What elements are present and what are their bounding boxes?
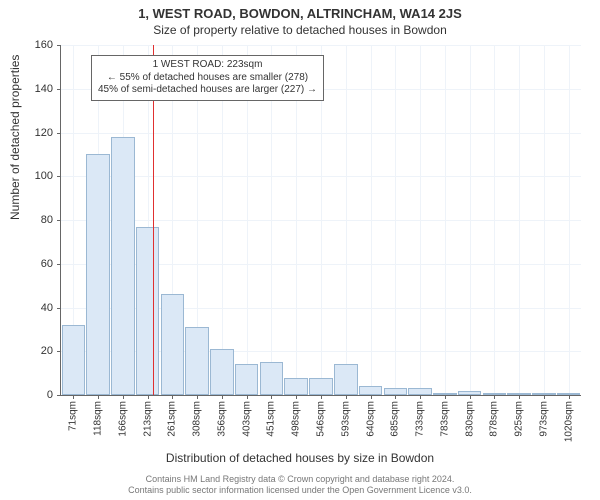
bar xyxy=(284,378,308,396)
y-tick xyxy=(57,133,61,134)
grid-line-v xyxy=(371,45,372,395)
y-tick-label: 80 xyxy=(23,214,53,226)
grid-line-v xyxy=(494,45,495,395)
y-tick xyxy=(57,264,61,265)
x-tick-label: 71sqm xyxy=(68,401,79,431)
y-tick-label: 0 xyxy=(23,389,53,401)
x-tick xyxy=(123,395,124,399)
x-tick-label: 783sqm xyxy=(439,401,450,437)
grid-line-v xyxy=(519,45,520,395)
x-tick xyxy=(197,395,198,399)
x-tick-label: 640sqm xyxy=(365,401,376,437)
y-tick-label: 60 xyxy=(23,258,53,270)
annotation-line: 1 WEST ROAD: 223sqm xyxy=(98,59,317,72)
bar xyxy=(359,386,383,395)
chart-plot-area: 02040608010012014016071sqm118sqm166sqm21… xyxy=(60,45,581,396)
y-tick xyxy=(57,395,61,396)
x-tick xyxy=(346,395,347,399)
x-tick xyxy=(296,395,297,399)
bar xyxy=(62,325,86,395)
y-tick-label: 20 xyxy=(23,345,53,357)
bar xyxy=(161,294,185,395)
x-tick-label: 1020sqm xyxy=(563,401,574,442)
x-tick-label: 166sqm xyxy=(117,401,128,437)
x-tick xyxy=(544,395,545,399)
x-tick-label: 546sqm xyxy=(316,401,327,437)
x-tick xyxy=(148,395,149,399)
grid-line-v xyxy=(346,45,347,395)
x-tick xyxy=(247,395,248,399)
bar xyxy=(334,364,358,395)
y-tick xyxy=(57,351,61,352)
x-tick xyxy=(395,395,396,399)
x-tick xyxy=(445,395,446,399)
y-tick-label: 160 xyxy=(23,39,53,51)
bar xyxy=(136,227,160,395)
y-tick-label: 100 xyxy=(23,170,53,182)
x-tick-label: 498sqm xyxy=(291,401,302,437)
grid-line-v xyxy=(569,45,570,395)
x-tick-label: 593sqm xyxy=(340,401,351,437)
y-tick-label: 140 xyxy=(23,83,53,95)
bar xyxy=(260,362,284,395)
x-tick-label: 451sqm xyxy=(266,401,277,437)
grid-line-v xyxy=(445,45,446,395)
chart-title: 1, WEST ROAD, BOWDON, ALTRINCHAM, WA14 2… xyxy=(0,0,600,21)
grid-line-v xyxy=(420,45,421,395)
footer-line-2: Contains public sector information licen… xyxy=(0,485,600,496)
footer-attribution: Contains HM Land Registry data © Crown c… xyxy=(0,474,600,496)
x-tick-label: 261sqm xyxy=(167,401,178,437)
x-tick xyxy=(569,395,570,399)
y-tick-label: 120 xyxy=(23,127,53,139)
bar xyxy=(210,349,234,395)
x-tick xyxy=(172,395,173,399)
x-tick xyxy=(494,395,495,399)
grid-line-v xyxy=(395,45,396,395)
y-axis-label: Number of detached properties xyxy=(8,55,22,220)
y-tick xyxy=(57,220,61,221)
x-tick xyxy=(371,395,372,399)
bar xyxy=(86,154,110,395)
x-axis-label: Distribution of detached houses by size … xyxy=(0,451,600,465)
bar xyxy=(185,327,209,395)
x-tick-label: 403sqm xyxy=(241,401,252,437)
annotation-line: 45% of semi-detached houses are larger (… xyxy=(98,84,317,97)
x-tick xyxy=(73,395,74,399)
y-tick xyxy=(57,89,61,90)
x-tick-label: 685sqm xyxy=(390,401,401,437)
annotation-line: ← 55% of detached houses are smaller (27… xyxy=(98,72,317,85)
y-tick xyxy=(57,176,61,177)
grid-line-v xyxy=(544,45,545,395)
chart-subtitle: Size of property relative to detached ho… xyxy=(0,21,600,37)
x-tick-label: 733sqm xyxy=(415,401,426,437)
x-tick-label: 925sqm xyxy=(514,401,525,437)
x-tick-label: 830sqm xyxy=(464,401,475,437)
x-tick xyxy=(519,395,520,399)
bar xyxy=(309,378,333,396)
footer-line-1: Contains HM Land Registry data © Crown c… xyxy=(0,474,600,485)
x-tick-label: 878sqm xyxy=(489,401,500,437)
y-tick xyxy=(57,308,61,309)
x-tick xyxy=(470,395,471,399)
y-tick xyxy=(57,45,61,46)
x-tick-label: 118sqm xyxy=(93,401,104,436)
x-tick-label: 973sqm xyxy=(538,401,549,437)
x-tick xyxy=(98,395,99,399)
chart-container: 1, WEST ROAD, BOWDON, ALTRINCHAM, WA14 2… xyxy=(0,0,600,500)
annotation-box: 1 WEST ROAD: 223sqm← 55% of detached hou… xyxy=(91,55,324,101)
x-tick xyxy=(420,395,421,399)
x-tick-label: 308sqm xyxy=(192,401,203,437)
y-tick-label: 40 xyxy=(23,302,53,314)
x-tick xyxy=(222,395,223,399)
x-tick-label: 213sqm xyxy=(142,401,153,437)
x-tick xyxy=(271,395,272,399)
x-tick-label: 356sqm xyxy=(216,401,227,437)
bar xyxy=(235,364,259,395)
grid-line-v xyxy=(470,45,471,395)
x-tick xyxy=(321,395,322,399)
bar xyxy=(111,137,135,395)
